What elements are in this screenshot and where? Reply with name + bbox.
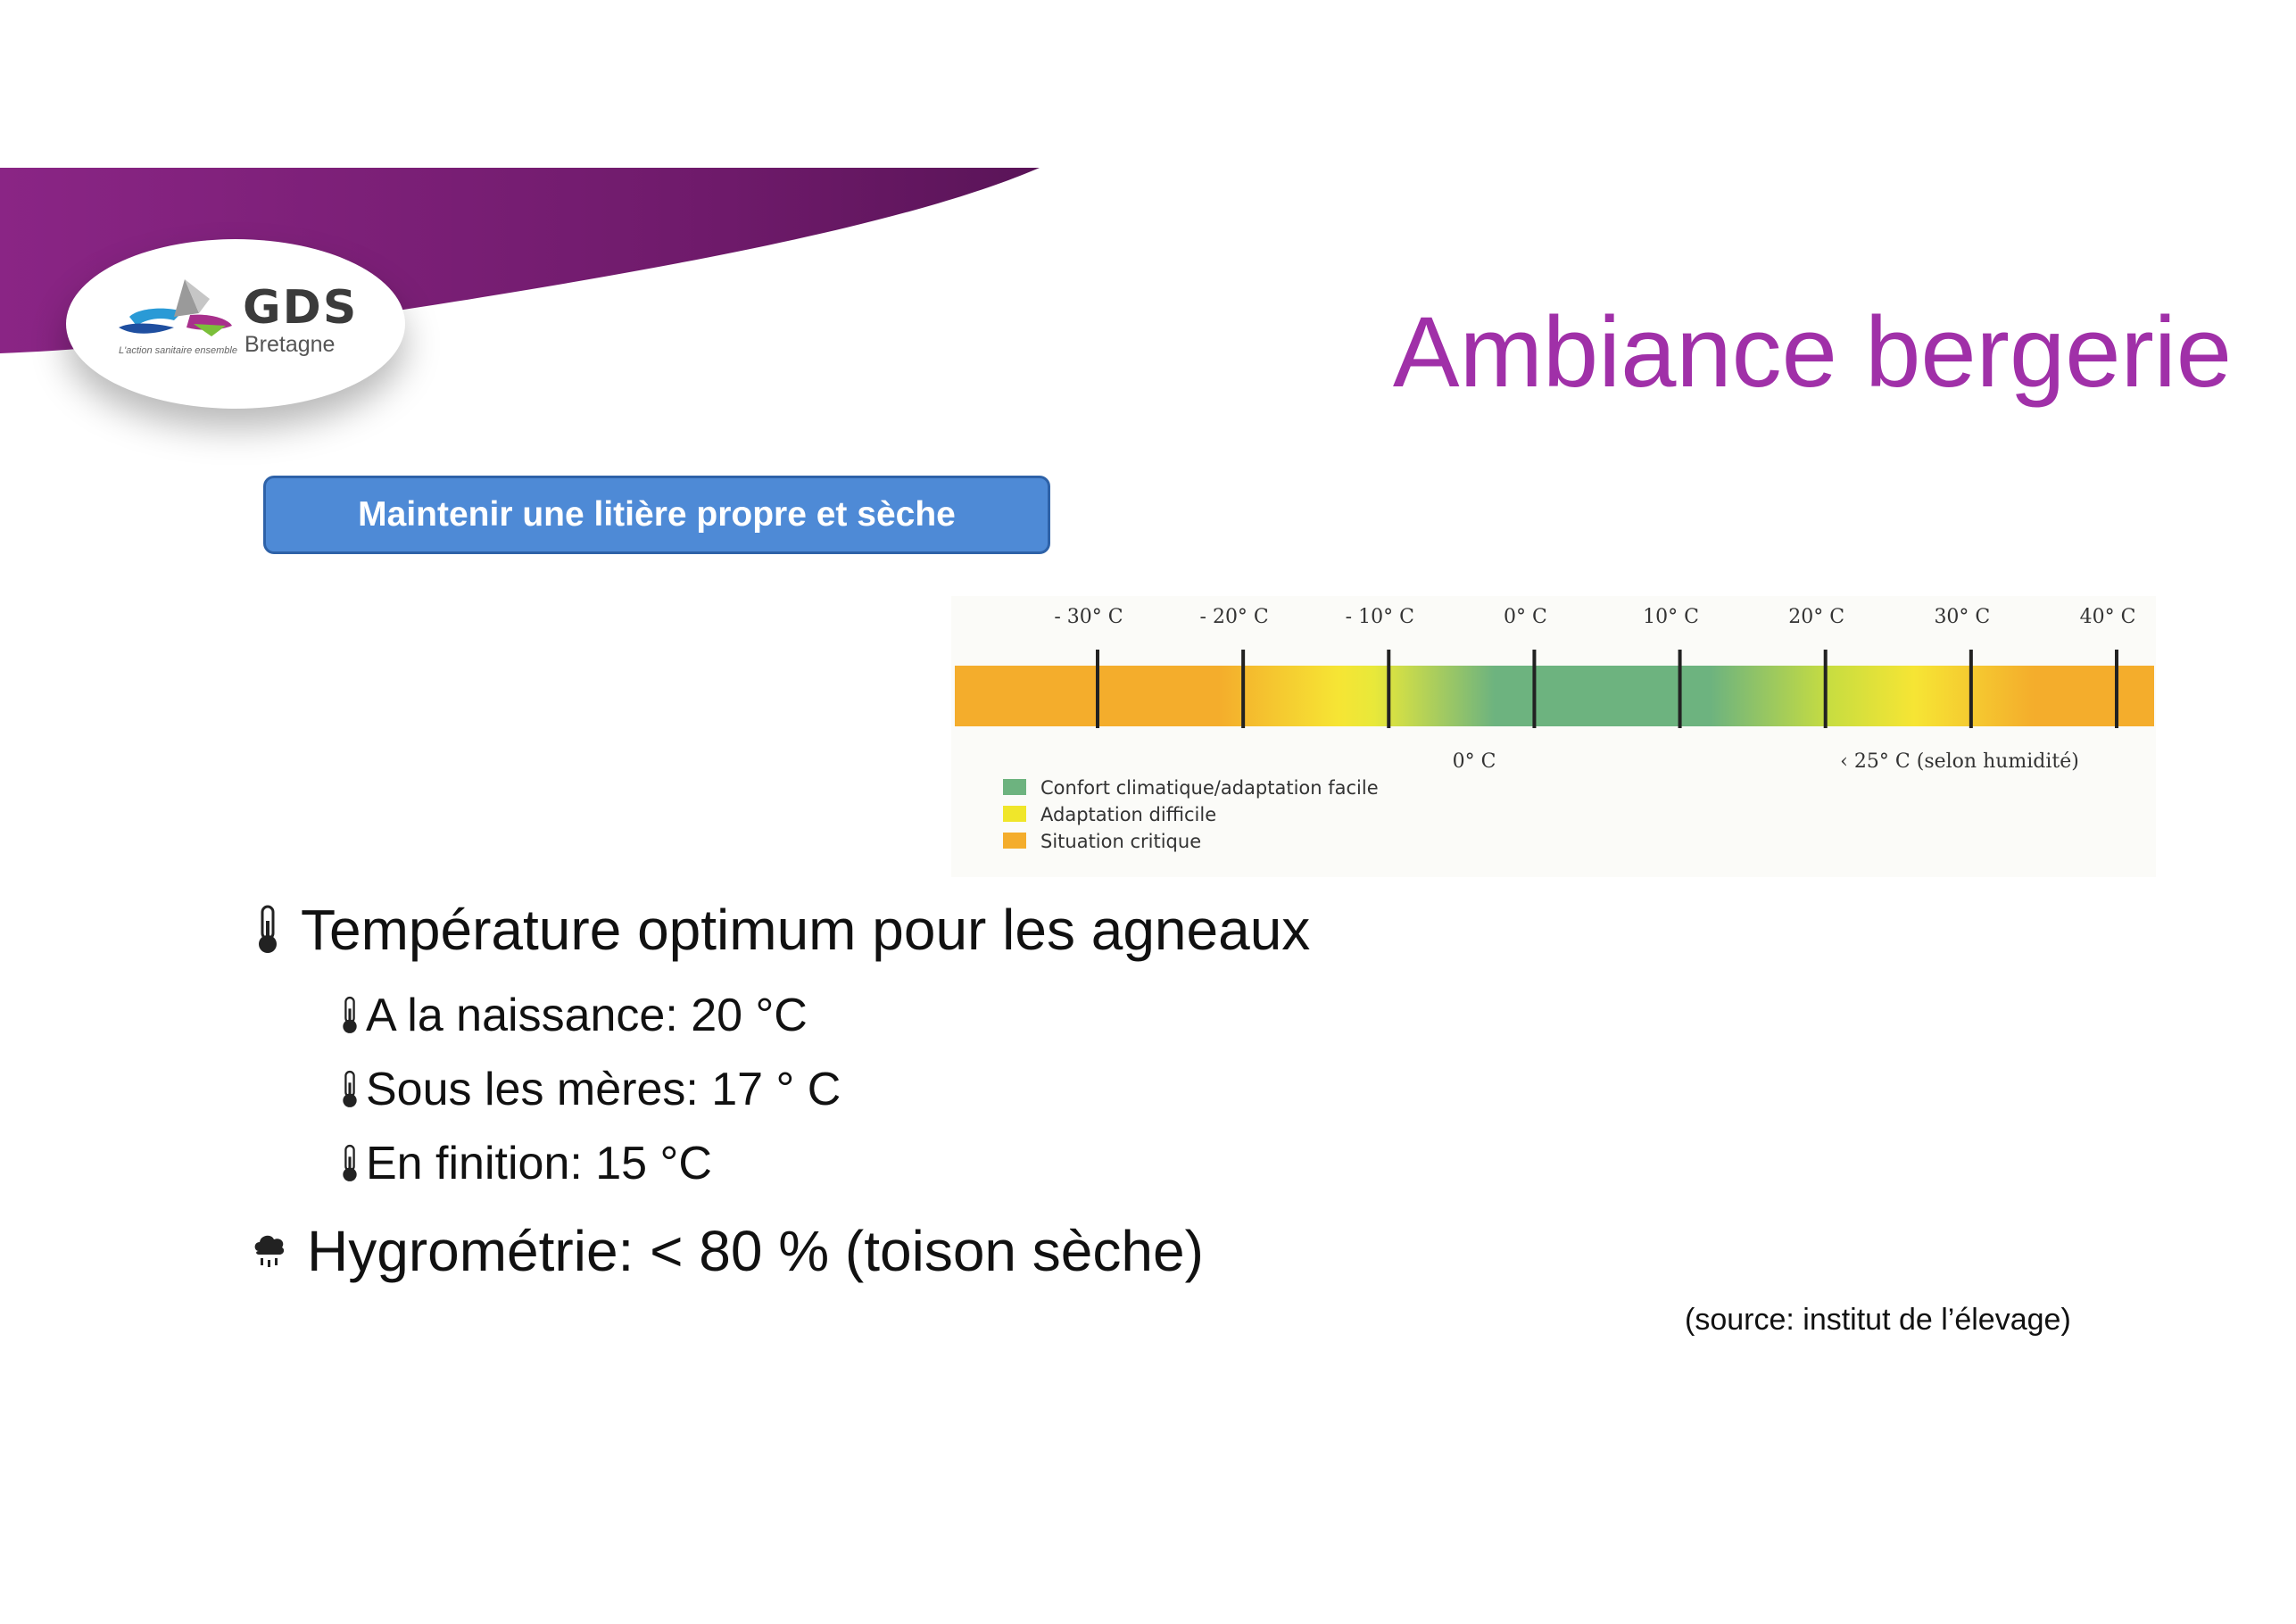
legend-swatch-critical (1003, 833, 1026, 849)
logo-tagline: L'action sanitaire ensemble (119, 345, 237, 356)
sub-bullet: En finition: 15 °C (339, 1137, 712, 1190)
logo-region: Bretagne (245, 332, 336, 357)
temperature-gradient-bar (955, 666, 2154, 726)
bullet-temperature-label: Température optimum pour les agneaux (301, 898, 1311, 962)
temperature-tick-label: - 20° C (1200, 606, 1269, 628)
legend-critical: Situation critique (1040, 831, 1201, 852)
legend-swatch-comfort (1003, 779, 1026, 795)
temperature-scale-chart: - 30° C - 20° C - 10° C 0° C 10° C 20° C 30° C… (951, 596, 2156, 877)
temperature-tick-label: 0° C (1504, 606, 1547, 628)
temperature-tick-label: 30° C (1934, 606, 1990, 628)
logo-name: GDS (243, 281, 359, 335)
thermometer-icon (339, 1069, 361, 1110)
temperature-tick-label: - 30° C (1054, 606, 1123, 628)
sub-bullet: A la naissance: 20 °C (339, 989, 808, 1042)
temperature-tick-label: 40° C (2080, 606, 2136, 628)
bullet-humidity: Hygrométrie: < 80 % (toison sèche) (252, 1218, 1204, 1284)
temperature-tick-label: 20° C (1788, 606, 1844, 628)
legend-difficult: Adaptation difficile (1040, 804, 1216, 825)
source-note: (source: institut de l’élevage) (1685, 1303, 2071, 1337)
logo-badge (66, 239, 405, 409)
thermometer-icon (254, 903, 281, 957)
legend-comfort: Confort climatique/adaptation facile (1040, 777, 1379, 799)
sub-bullet-label: Sous les mères: 17 ° C (366, 1064, 841, 1115)
sub-bullet-label: En finition: 15 °C (366, 1138, 712, 1189)
rain-cloud-icon (252, 1231, 287, 1271)
callout-button[interactable]: Maintenir une litière propre et sèche (263, 476, 1050, 554)
thermometer-icon (339, 995, 361, 1036)
bullet-humidity-label: Hygrométrie: < 80 % (toison sèche) (307, 1219, 1204, 1283)
bullet-temperature: Température optimum pour les agneaux (254, 897, 1310, 963)
legend-swatch-difficult (1003, 806, 1026, 822)
gds-logo-icon (119, 279, 232, 336)
marker-upper: ‹ 25° C (selon humidité) (1840, 750, 2079, 773)
temperature-scale-svg: - 30° C - 20° C - 10° C 0° C 10° C 20° C 30° C… (955, 606, 2154, 852)
sub-bullet: Sous les mères: 17 ° C (339, 1063, 841, 1116)
sub-bullet-label: A la naissance: 20 °C (366, 990, 808, 1041)
thermometer-icon (339, 1143, 361, 1184)
temperature-tick-label: 10° C (1643, 606, 1699, 628)
marker-lower: 0° C (1453, 750, 1496, 773)
page-title: Ambiance bergerie (1392, 296, 2232, 408)
temperature-tick-label: - 10° C (1346, 606, 1414, 628)
